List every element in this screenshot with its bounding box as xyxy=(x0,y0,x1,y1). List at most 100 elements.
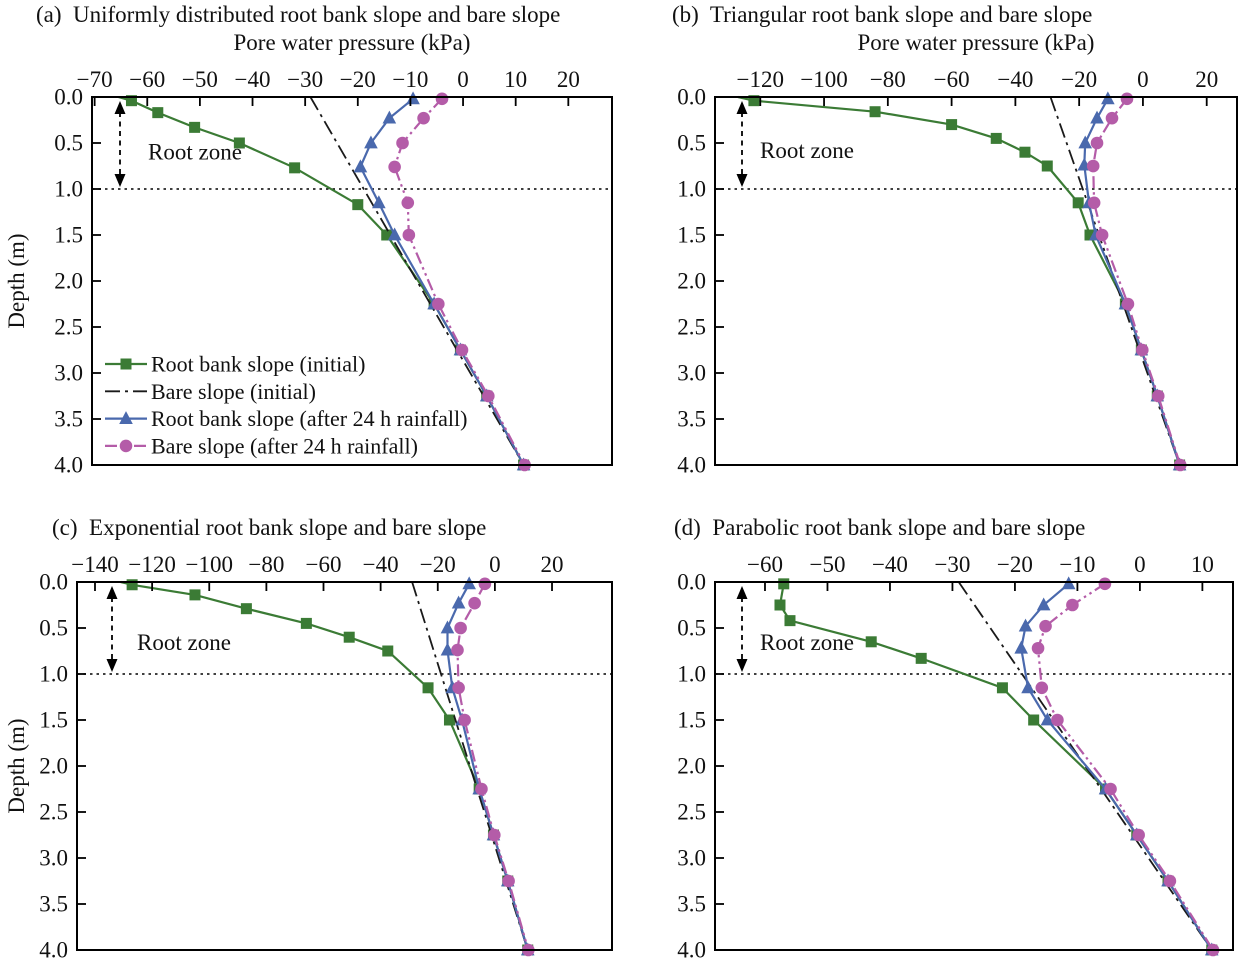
y-tick-label: 4.0 xyxy=(677,453,706,478)
circle-marker xyxy=(396,136,409,150)
legend-label: Root bank slope (after 24 h rainfall) xyxy=(151,406,467,431)
panel-b-title: (b) Triangular root bank slope and bare … xyxy=(672,2,1093,27)
x-tick-label: −70 xyxy=(77,67,113,92)
square-marker xyxy=(865,636,877,648)
y-tick-label: 1.0 xyxy=(39,662,68,687)
x-tick-label: 0 xyxy=(1137,67,1149,92)
panel-a-plot: −70 −60 −50 −40 −30 −20 −10 0 10 20 0.0 0.5 1.0 1.5 2.… xyxy=(54,67,613,478)
x-tick-label: −60 xyxy=(306,552,342,577)
triangle-marker xyxy=(440,642,455,656)
series-bare-initial xyxy=(411,581,529,951)
y-tick-label: 2.5 xyxy=(677,800,706,825)
circle-marker xyxy=(1105,111,1119,125)
triangle-marker xyxy=(382,110,397,124)
y-tick-label: 0.5 xyxy=(54,131,83,156)
square-marker xyxy=(774,599,786,611)
square-marker xyxy=(1041,160,1053,172)
circle-marker xyxy=(1031,641,1045,655)
triangle-marker xyxy=(364,135,378,149)
square-marker xyxy=(443,714,455,726)
panel-c-plot: −140 −120 −100 −80 −60 −40 −20 0 20 0.0 0.5 1.0 1.5 2… xyxy=(39,552,613,963)
series-bare-rain xyxy=(1086,92,1187,472)
square-marker xyxy=(125,95,137,107)
panel-b-xaxis-label: Pore water pressure (kPa) xyxy=(857,30,1095,55)
square-marker xyxy=(382,645,394,657)
x-tick-label: −30 xyxy=(287,67,323,92)
y-tick-label: 0.5 xyxy=(677,616,706,641)
y-tick-label: 1.5 xyxy=(677,708,706,733)
panel-a: (a) Uniformly distributed root bank slop… xyxy=(0,0,621,482)
square-marker xyxy=(120,358,132,370)
root-zone-arrow xyxy=(736,101,748,187)
circle-marker xyxy=(468,596,481,610)
legend-label: Bare slope (initial) xyxy=(151,379,316,404)
y-tick-label: 1.0 xyxy=(677,662,706,687)
x-tick-label: 20 xyxy=(541,552,564,577)
triangle-marker xyxy=(1078,135,1093,149)
circle-marker xyxy=(435,92,449,106)
y-tick-label: 1.0 xyxy=(54,177,83,202)
square-marker xyxy=(784,615,796,627)
x-tick-label: −140 xyxy=(71,552,118,577)
square-marker xyxy=(381,229,393,241)
root-zone-arrow xyxy=(106,586,118,672)
square-marker xyxy=(233,137,245,149)
triangle-marker xyxy=(372,195,386,209)
triangle-marker xyxy=(1014,640,1028,654)
x-tick-label: 20 xyxy=(557,67,580,92)
y-tick-label: 0.0 xyxy=(54,85,83,110)
y-tick-label: 3.0 xyxy=(677,361,706,386)
circle-marker xyxy=(1066,598,1079,612)
triangle-marker xyxy=(119,411,133,424)
circle-marker xyxy=(1104,782,1117,796)
square-marker xyxy=(996,682,1008,694)
circle-marker xyxy=(1121,297,1135,311)
legend: Root bank slope (initial)Bare slope (ini… xyxy=(105,352,467,458)
panel-c: (c) Exponential root bank slope and bare… xyxy=(0,483,621,965)
x-tick-label: −100 xyxy=(186,552,233,577)
y-tick-label: 4.0 xyxy=(54,453,83,478)
series-bare-initial xyxy=(1049,96,1181,466)
y-tick-label: 0.5 xyxy=(677,131,706,156)
triangle-marker xyxy=(1036,597,1051,611)
square-marker xyxy=(343,631,355,643)
circle-marker xyxy=(1095,228,1109,242)
x-tick-label: 10 xyxy=(504,67,527,92)
y-tick-label: 0.5 xyxy=(39,616,68,641)
triangle-marker xyxy=(1021,680,1035,694)
square-marker xyxy=(189,589,201,601)
x-tick-label: −60 xyxy=(129,67,165,92)
y-tick-label: 3.0 xyxy=(677,846,706,871)
triangle-marker xyxy=(440,620,455,634)
series-bare-rain xyxy=(388,92,531,472)
x-tick-label: −40 xyxy=(363,552,399,577)
y-tick-label: 1.5 xyxy=(677,223,706,248)
x-tick-label: −20 xyxy=(1061,67,1097,92)
square-marker xyxy=(1084,229,1096,241)
panel-a-xaxis-label: Pore water pressure (kPa) xyxy=(233,30,471,55)
circle-marker xyxy=(475,782,488,796)
circle-marker xyxy=(388,160,401,174)
circle-marker xyxy=(454,621,467,635)
x-tick-label: −100 xyxy=(800,67,847,92)
series-bare-rain xyxy=(1031,577,1220,957)
circle-marker xyxy=(1163,874,1177,888)
x-tick-label: 20 xyxy=(1195,67,1218,92)
y-tick-label: 3.5 xyxy=(677,407,706,432)
x-tick-label: −40 xyxy=(997,67,1033,92)
triangle-marker xyxy=(353,159,368,173)
square-marker xyxy=(1019,146,1031,158)
y-tick-label: 2.0 xyxy=(677,269,706,294)
square-marker xyxy=(289,162,301,174)
y-tick-label: 2.5 xyxy=(677,315,706,340)
series-root-bank-rain xyxy=(440,576,535,956)
circle-marker xyxy=(1039,619,1052,633)
triangle-marker xyxy=(1018,618,1033,632)
square-marker xyxy=(189,121,201,133)
series-bare-rain xyxy=(451,577,535,957)
series-root-bank-rain xyxy=(1014,576,1219,956)
y-tick-label: 2.5 xyxy=(54,315,83,340)
x-tick-label: −50 xyxy=(809,552,845,577)
x-tick-label: −20 xyxy=(997,552,1033,577)
